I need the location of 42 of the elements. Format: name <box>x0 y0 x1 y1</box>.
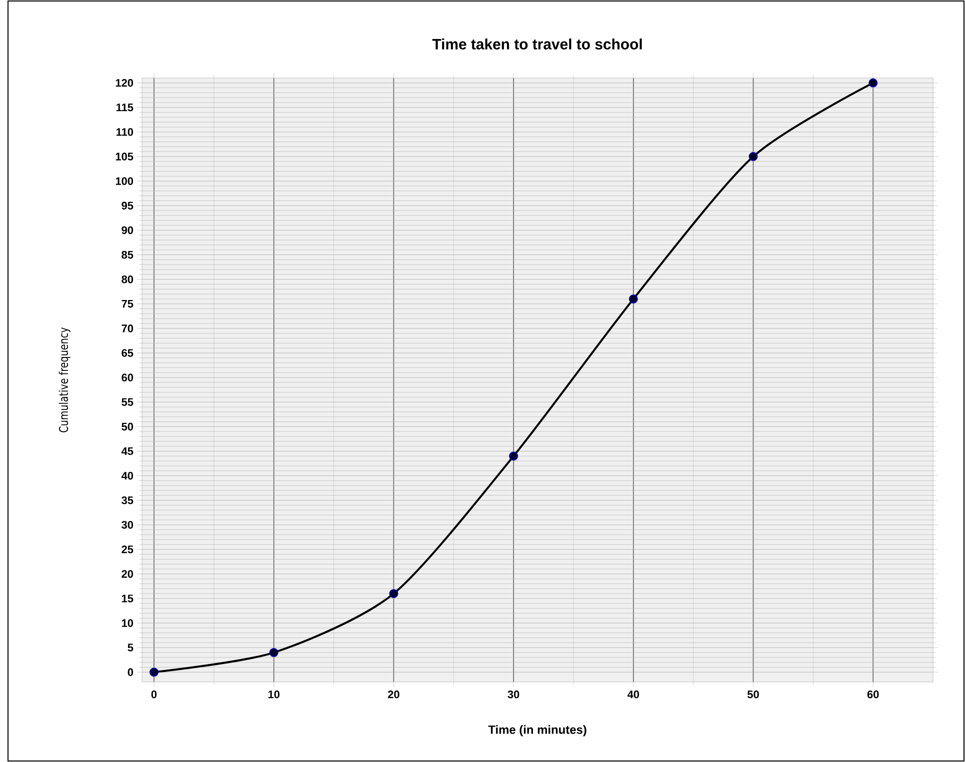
x-axis-title: Time (in minutes) <box>488 725 586 736</box>
y-tick-label: 40 <box>121 472 134 480</box>
y-tick-label: 95 <box>122 202 134 210</box>
y-tick-label: 110 <box>116 128 134 136</box>
y-tick-label: 35 <box>122 496 134 504</box>
y-tick-label: 60 <box>122 374 134 382</box>
y-tick-label: 90 <box>122 226 134 234</box>
point <box>628 294 638 304</box>
point <box>509 452 518 461</box>
x-tick-label: 20 <box>388 690 400 698</box>
point <box>868 78 878 88</box>
y-axis-title: Cumulative frequency <box>58 327 70 432</box>
y-tick-label: 85 <box>122 250 134 259</box>
y-tick-label: 30 <box>122 520 134 529</box>
point <box>389 589 398 598</box>
y-tick-label: 120 <box>116 79 134 87</box>
y-tick-label: 80 <box>122 275 134 284</box>
x-tick-label: 0 <box>151 690 157 698</box>
y-tick-label: 0 <box>128 668 134 676</box>
y-tick-label: 75 <box>122 300 134 308</box>
y-tick-label: 105 <box>116 152 134 160</box>
point <box>748 152 758 162</box>
y-tick-label: 15 <box>122 594 134 602</box>
x-tick-label: 50 <box>747 690 759 698</box>
y-tick-label: 5 <box>128 644 134 652</box>
x-tick-label: 30 <box>508 690 520 698</box>
y-tick-label: 50 <box>122 422 134 431</box>
x-tick-label: 60 <box>867 690 879 698</box>
y-tick-label: 55 <box>122 398 134 406</box>
x-tick-label: 10 <box>268 690 280 698</box>
y-tick-label: 65 <box>122 349 134 357</box>
chart-title: Time taken to travel to school <box>432 38 642 50</box>
point <box>269 648 278 658</box>
y-tick-label: 10 <box>122 619 134 627</box>
y-tick-label: 115 <box>116 104 134 112</box>
point <box>149 668 158 677</box>
y-tick-label: 45 <box>121 447 134 456</box>
y-tick-label: 100 <box>116 177 134 185</box>
y-tick-label: 25 <box>122 546 134 554</box>
y-tick-label: 20 <box>122 570 134 578</box>
x-tick-label: 40 <box>627 690 640 698</box>
y-tick-label: 70 <box>122 324 134 332</box>
